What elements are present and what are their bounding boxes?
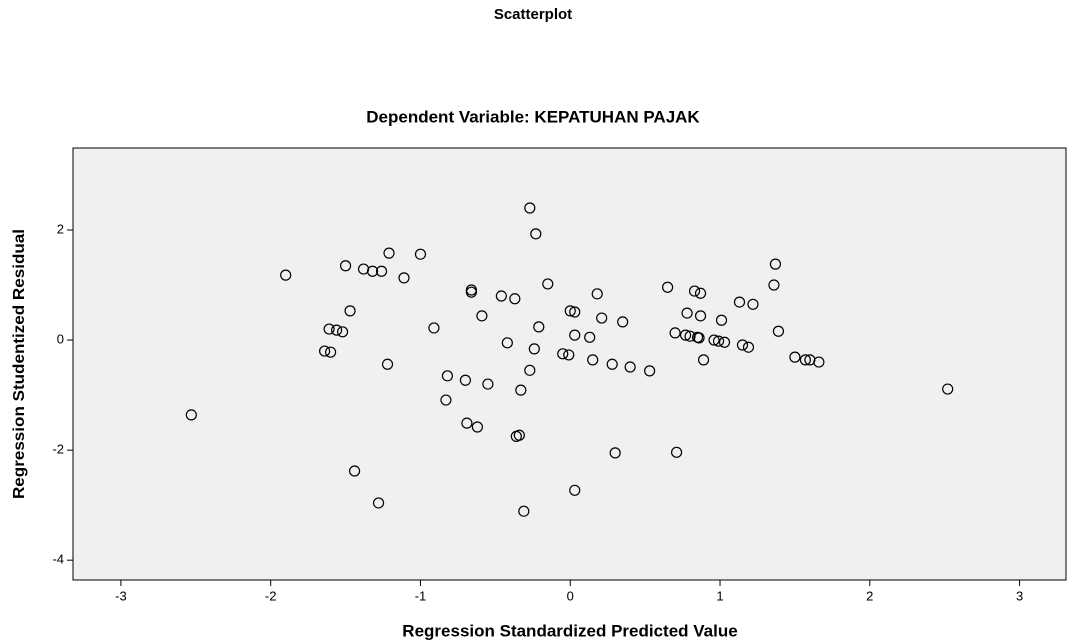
plot-area: [72, 147, 1067, 581]
point: [530, 228, 542, 240]
point: [185, 409, 197, 421]
point: [383, 247, 395, 259]
point: [461, 417, 473, 429]
point: [789, 351, 801, 363]
point: [336, 326, 349, 338]
point: [733, 296, 746, 308]
y-tick-label: 2: [57, 221, 64, 236]
point: [694, 310, 707, 322]
point: [323, 323, 335, 335]
point: [414, 248, 427, 260]
point: [441, 370, 454, 382]
point: [712, 335, 725, 347]
point: [319, 345, 331, 357]
point: [366, 265, 379, 277]
point: [524, 364, 536, 376]
point: [528, 343, 540, 355]
point: [669, 327, 681, 339]
point: [772, 325, 785, 337]
point: [670, 446, 683, 458]
point: [501, 337, 513, 349]
point: [381, 358, 394, 370]
point: [564, 305, 576, 317]
point: [344, 305, 356, 317]
chart-subtitle: Dependent Variable: KEPATUHAN PAJAK: [366, 107, 700, 126]
point: [942, 383, 954, 395]
point: [524, 202, 536, 214]
y-axis-label: Regression Studentized Residual: [11, 229, 28, 499]
point: [542, 278, 554, 290]
point: [459, 374, 472, 386]
x-tick-label: -2: [265, 588, 277, 603]
point: [569, 306, 581, 318]
point: [372, 497, 385, 509]
point: [515, 384, 527, 396]
point: [715, 314, 728, 326]
point: [681, 307, 693, 319]
point: [482, 378, 494, 390]
point: [513, 429, 525, 441]
point: [591, 288, 603, 300]
point: [736, 339, 749, 351]
x-tick-label: 0: [567, 588, 574, 603]
x-axis-label: Regression Standardized Predicted Value: [402, 621, 737, 640]
point: [495, 290, 507, 302]
point: [533, 321, 545, 333]
point: [694, 287, 707, 299]
point: [684, 330, 696, 342]
point: [693, 332, 705, 344]
x-tick-label: 3: [1016, 588, 1023, 603]
x-tick-label: -1: [415, 588, 427, 603]
point: [769, 258, 782, 270]
point: [768, 279, 780, 291]
point: [624, 361, 636, 373]
point: [799, 354, 811, 366]
y-tick-label: 0: [57, 331, 64, 346]
point: [331, 324, 343, 336]
point: [569, 329, 581, 341]
point: [718, 336, 731, 348]
point: [398, 272, 410, 284]
point: [688, 285, 701, 297]
point: [339, 260, 352, 272]
point: [609, 447, 621, 459]
point: [606, 358, 618, 370]
y-tick-label: -4: [52, 552, 64, 567]
point: [428, 322, 440, 334]
point: [584, 331, 596, 343]
point: [325, 346, 337, 358]
point: [644, 365, 656, 377]
x-tick-label: -3: [115, 588, 127, 603]
point: [662, 281, 674, 293]
point: [563, 349, 575, 361]
point: [742, 341, 755, 353]
point: [587, 354, 599, 366]
x-tick-label: 1: [716, 588, 723, 603]
point: [471, 421, 483, 433]
y-tick-label: -2: [52, 442, 64, 457]
point: [617, 316, 629, 328]
point: [375, 265, 388, 277]
point: [348, 465, 361, 477]
point: [465, 286, 477, 298]
point: [509, 293, 521, 305]
point: [518, 505, 530, 517]
point: [280, 269, 292, 281]
point: [557, 348, 569, 360]
point: [697, 354, 710, 366]
point: [440, 394, 452, 406]
point: [569, 484, 581, 496]
point: [747, 298, 759, 310]
point: [708, 334, 720, 346]
x-tick-label: 2: [866, 588, 873, 603]
point: [679, 329, 692, 341]
point: [476, 310, 488, 322]
chart-title: Scatterplot: [494, 6, 572, 23]
point: [813, 356, 825, 368]
point: [596, 312, 608, 324]
